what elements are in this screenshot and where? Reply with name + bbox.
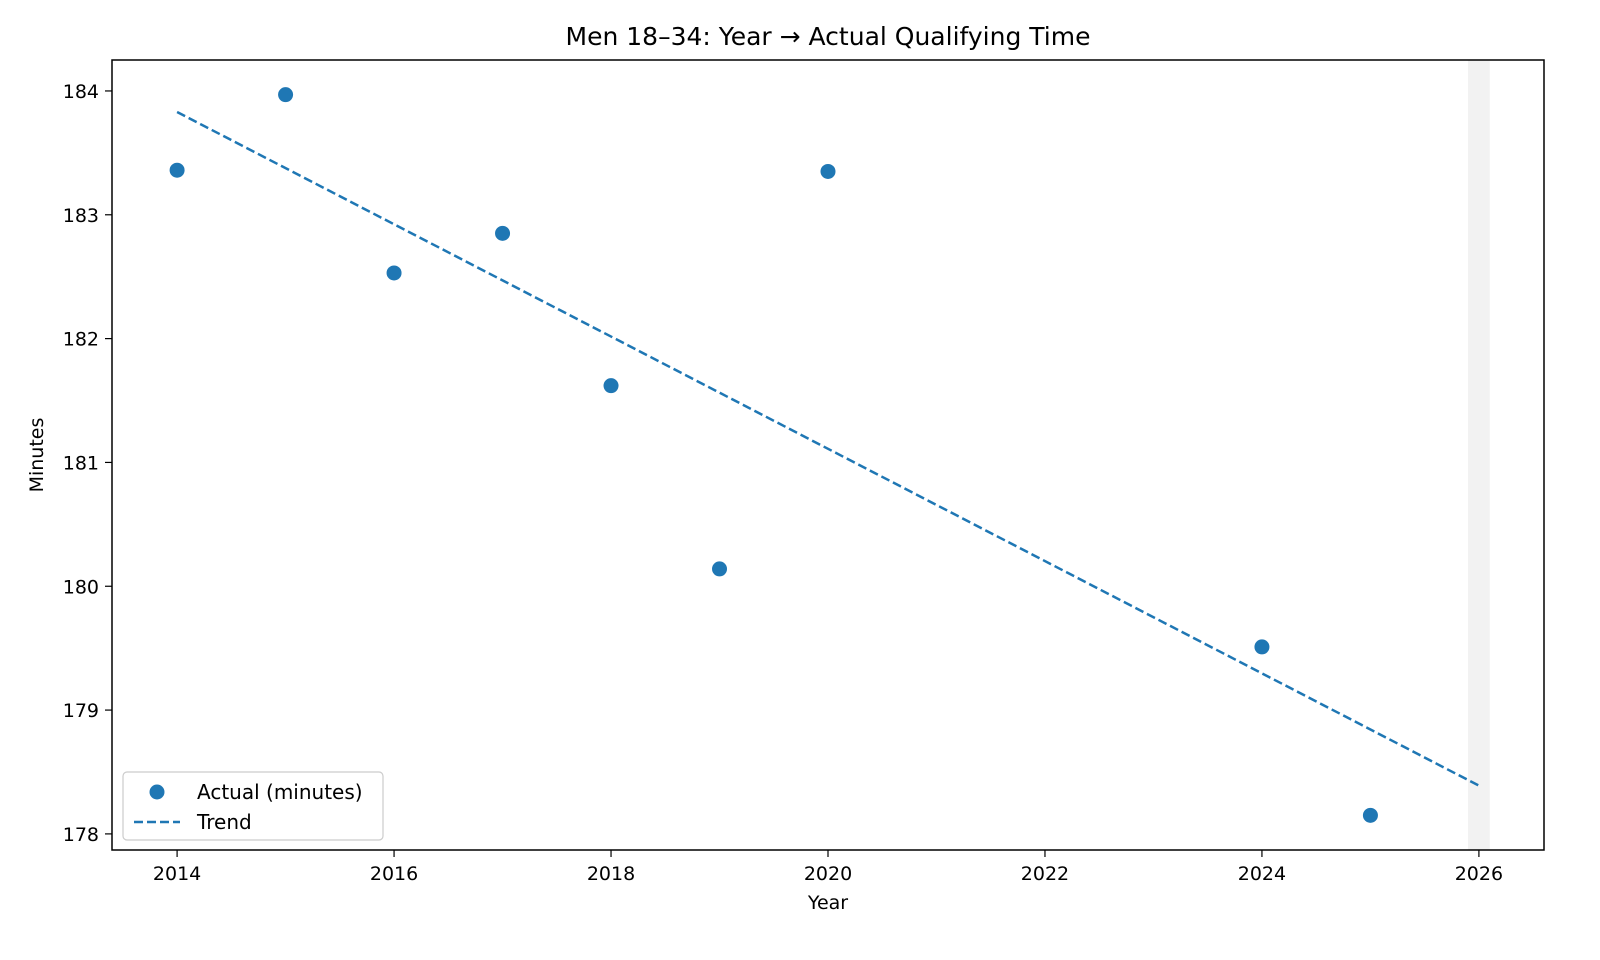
y-axis-label: Minutes [26, 418, 48, 493]
legend: Actual (minutes) Trend [122, 771, 384, 841]
data-point [712, 561, 728, 577]
data-point [1254, 639, 1270, 655]
x-tick-label: 2014 [153, 863, 201, 885]
y-tick-label: 182 [63, 329, 99, 351]
x-tick-label: 2020 [804, 863, 852, 885]
points-layer [169, 87, 1378, 823]
trend-line [176, 110, 1480, 787]
data-point [603, 378, 619, 394]
y-axis-ticks: 178 179 180 181 182 183 184 [63, 81, 112, 846]
chart-title: Men 18–34: Year → Actual Qualifying Time [566, 22, 1091, 51]
legend-label-trend: Trend [196, 810, 252, 834]
x-tick-label: 2022 [1021, 863, 1069, 885]
y-tick-label: 181 [63, 452, 99, 474]
shaded-band-layer [1468, 60, 1490, 850]
data-point [495, 225, 511, 241]
data-point [1362, 807, 1378, 823]
data-point [820, 163, 836, 179]
data-point [278, 87, 294, 103]
y-tick-label: 183 [63, 205, 99, 227]
y-tick-label: 178 [63, 824, 99, 846]
y-tick-label: 184 [63, 81, 99, 103]
legend-box [122, 771, 384, 841]
data-point [386, 265, 402, 281]
data-point [169, 162, 185, 178]
x-tick-label: 2026 [1455, 863, 1503, 885]
legend-marker-scatter [149, 784, 165, 800]
y-tick-label: 180 [63, 576, 99, 598]
x-axis-ticks: 2014 2016 2018 2020 2022 2024 2026 [153, 850, 1503, 885]
legend-label-scatter: Actual (minutes) [197, 780, 363, 804]
trend-layer [176, 110, 1480, 787]
x-tick-label: 2016 [370, 863, 418, 885]
y-tick-label: 179 [63, 700, 99, 722]
x-tick-label: 2024 [1238, 863, 1286, 885]
x-axis-label: Year [807, 892, 848, 914]
shaded-band [1468, 60, 1490, 850]
x-tick-label: 2018 [587, 863, 635, 885]
